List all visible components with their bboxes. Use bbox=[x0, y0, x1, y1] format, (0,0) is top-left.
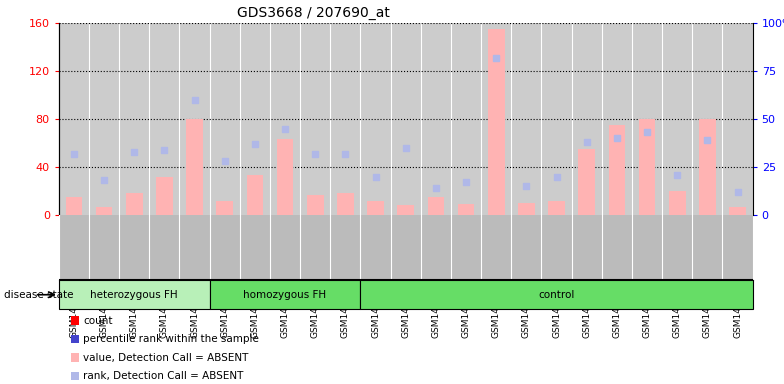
Bar bbox=[397, 205, 414, 215]
Text: control: control bbox=[539, 290, 575, 300]
Bar bbox=[427, 197, 445, 215]
Text: count: count bbox=[83, 316, 113, 326]
Bar bbox=[337, 194, 354, 215]
Bar bbox=[187, 119, 203, 215]
Text: percentile rank within the sample: percentile rank within the sample bbox=[83, 334, 259, 344]
Bar bbox=[548, 200, 564, 215]
Bar bbox=[608, 125, 625, 215]
Bar bbox=[96, 207, 112, 215]
Bar bbox=[216, 200, 233, 215]
Bar bbox=[699, 119, 716, 215]
Bar bbox=[247, 175, 263, 215]
Text: disease state: disease state bbox=[4, 290, 74, 300]
Bar bbox=[639, 119, 655, 215]
Bar bbox=[488, 29, 505, 215]
Bar bbox=[277, 139, 293, 215]
Bar bbox=[729, 207, 746, 215]
Bar bbox=[209, 280, 361, 309]
Bar bbox=[361, 280, 753, 309]
Bar bbox=[518, 203, 535, 215]
Bar bbox=[458, 204, 474, 215]
Bar bbox=[579, 149, 595, 215]
Text: homozygous FH: homozygous FH bbox=[244, 290, 327, 300]
Text: GDS3668 / 207690_at: GDS3668 / 207690_at bbox=[238, 6, 390, 20]
Bar bbox=[66, 197, 82, 215]
Bar bbox=[307, 195, 324, 215]
Bar bbox=[59, 280, 209, 309]
Text: rank, Detection Call = ABSENT: rank, Detection Call = ABSENT bbox=[83, 371, 244, 381]
Text: heterozygous FH: heterozygous FH bbox=[90, 290, 178, 300]
Bar bbox=[126, 194, 143, 215]
Bar bbox=[156, 177, 172, 215]
Bar bbox=[669, 191, 685, 215]
Bar bbox=[367, 200, 384, 215]
Text: value, Detection Call = ABSENT: value, Detection Call = ABSENT bbox=[83, 353, 249, 362]
